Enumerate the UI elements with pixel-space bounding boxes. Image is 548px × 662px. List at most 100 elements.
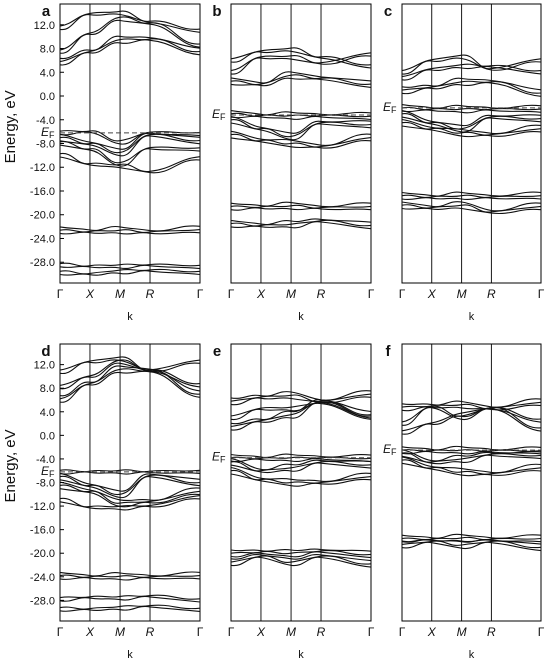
band-line xyxy=(230,77,372,88)
y-tick-label: 8.0 xyxy=(40,44,55,56)
fermi-subscript: F xyxy=(49,469,55,479)
fermi-subscript: F xyxy=(220,455,226,465)
fermi-level-label: EF xyxy=(212,107,226,122)
y-tick-label: -28.0 xyxy=(30,257,55,269)
band-line xyxy=(401,201,542,212)
fermi-subscript: F xyxy=(391,447,397,457)
band-line xyxy=(401,407,542,432)
y-tick-label: -24.0 xyxy=(30,233,55,245)
band-line xyxy=(230,218,372,226)
band-line xyxy=(401,109,542,114)
band-line xyxy=(401,540,542,549)
k-point-label: Γ xyxy=(57,625,64,639)
fermi-level-label: EF xyxy=(383,442,397,457)
band-line xyxy=(401,459,542,475)
k-point-label: R xyxy=(146,625,155,639)
band-line xyxy=(230,207,372,211)
band-line xyxy=(59,38,201,63)
band-line xyxy=(401,207,542,215)
band-line xyxy=(59,488,201,508)
band-line xyxy=(59,574,201,578)
band-line xyxy=(230,401,372,417)
k-point-label: X xyxy=(256,287,266,301)
k-point-label: X xyxy=(427,625,437,639)
band-line xyxy=(59,571,201,577)
k-point-label: Γ xyxy=(197,625,204,639)
band-line xyxy=(401,539,542,545)
band-line xyxy=(230,402,372,420)
y-tick-label: 4.0 xyxy=(40,67,55,79)
y-tick-label: -8.0 xyxy=(36,139,55,151)
band-line xyxy=(230,219,372,227)
k-point-label: Γ xyxy=(197,287,204,301)
y-tick-label: 0.0 xyxy=(40,430,55,442)
y-tick-label: -28.0 xyxy=(30,595,55,607)
k-point-label: X xyxy=(256,625,266,639)
k-point-label: R xyxy=(317,625,326,639)
band-line xyxy=(230,115,372,121)
band-line xyxy=(401,80,542,94)
k-point-label: M xyxy=(115,287,125,301)
band-line xyxy=(230,399,372,425)
y-axis-label: Energy, eV xyxy=(2,429,19,502)
band-line xyxy=(59,16,201,51)
band-line xyxy=(230,466,372,482)
band-line xyxy=(401,445,542,451)
k-point-label: X xyxy=(85,625,95,639)
band-line xyxy=(230,74,372,86)
band-line xyxy=(401,533,542,539)
band-line xyxy=(59,365,201,397)
band-line xyxy=(59,368,201,400)
y-tick-label: -20.0 xyxy=(30,548,55,560)
band-line xyxy=(59,262,201,267)
band-line xyxy=(59,577,201,581)
k-point-label: R xyxy=(146,287,155,301)
k-point-label: Γ xyxy=(368,287,375,301)
k-point-label: X xyxy=(85,287,95,301)
fermi-symbol: E xyxy=(212,107,221,121)
y-tick-label: -16.0 xyxy=(30,525,55,537)
fermi-symbol: E xyxy=(41,464,50,478)
band-line xyxy=(59,153,201,173)
band-line xyxy=(401,398,542,408)
band-line xyxy=(401,125,542,138)
panel-frame xyxy=(401,343,542,622)
band-line xyxy=(59,359,201,386)
band-line xyxy=(230,55,372,75)
band-line xyxy=(230,50,372,69)
band-line xyxy=(59,133,201,154)
band-line xyxy=(59,132,201,150)
y-tick-label: -12.0 xyxy=(30,501,55,513)
fermi-symbol: E xyxy=(383,100,392,114)
panel-frame xyxy=(230,3,372,284)
band-line xyxy=(59,135,201,157)
fermi-symbol: E xyxy=(212,450,221,464)
panel-letter: a xyxy=(42,3,51,20)
band-line xyxy=(59,231,201,235)
panel-letter: f xyxy=(386,343,392,360)
k-point-label: Γ xyxy=(228,625,235,639)
band-line xyxy=(230,458,372,471)
band-line xyxy=(230,71,372,84)
band-line xyxy=(401,77,542,91)
y-tick-label: -24.0 xyxy=(30,572,55,584)
y-tick-label: 12.0 xyxy=(34,360,55,372)
band-line xyxy=(59,229,201,233)
k-point-label: M xyxy=(286,287,296,301)
y-tick-label: -4.0 xyxy=(36,115,55,127)
y-tick-label: -20.0 xyxy=(30,210,55,222)
band-line xyxy=(230,556,372,568)
k-point-label: Γ xyxy=(57,287,64,301)
band-line xyxy=(401,118,542,135)
fermi-subscript: F xyxy=(220,112,226,122)
band-line xyxy=(59,144,201,167)
band-line xyxy=(59,604,201,610)
x-axis-label: k xyxy=(298,311,304,323)
x-axis-label: k xyxy=(469,311,475,323)
band-line xyxy=(230,137,372,149)
x-axis-label: k xyxy=(298,649,304,661)
y-tick-label: 12.0 xyxy=(34,20,55,32)
k-point-label: Γ xyxy=(368,625,375,639)
